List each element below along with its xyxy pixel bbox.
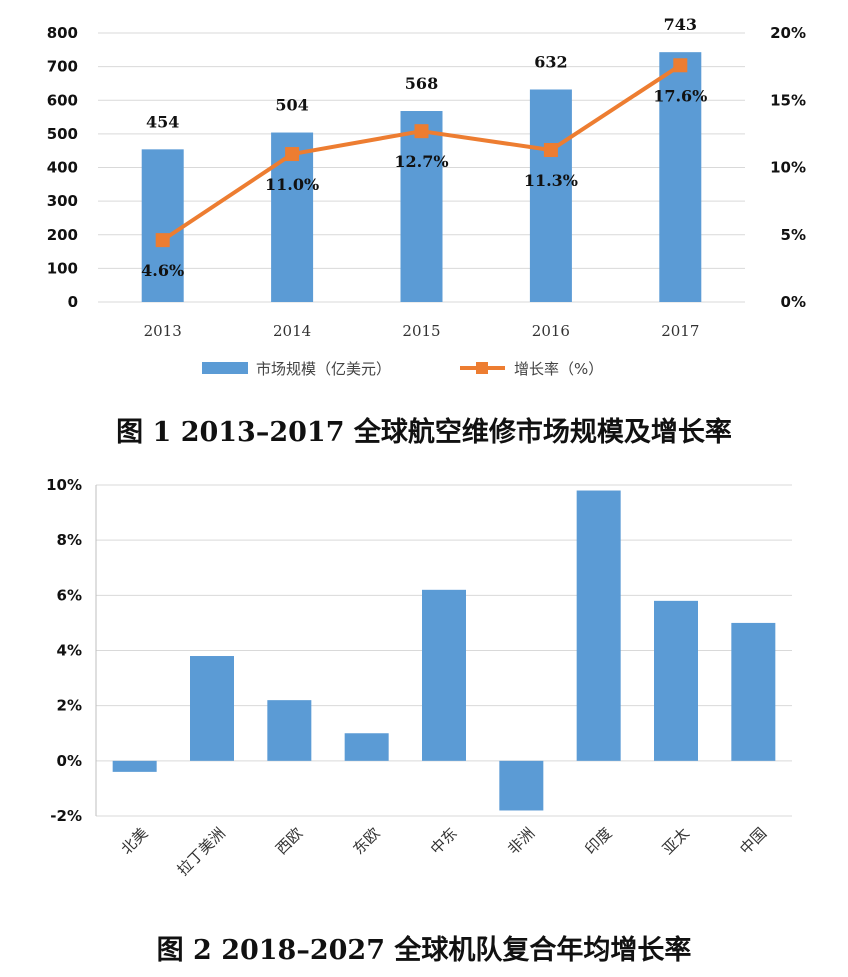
- y-tick-label: 700: [47, 58, 78, 76]
- bar: [654, 600, 698, 761]
- y-tick-label: 10%: [46, 476, 82, 494]
- legend-line-label: 增长率（%）: [514, 360, 603, 378]
- chart1-category-labels: 2013 2014 2015 2016 2017: [144, 322, 700, 340]
- legend-line-marker: [476, 362, 488, 374]
- chart2-category-labels: 北美 拉丁美洲 西欧 东欧 中东 非洲 印度 亚太 中国: [118, 824, 771, 879]
- x-tick-label: 2017: [661, 322, 699, 340]
- x-tick-label: 2016: [532, 322, 570, 340]
- chart1-right-axis-labels: 0% 5% 10% 15% 20%: [770, 24, 806, 311]
- growth-marker: [673, 58, 688, 73]
- x-tick-label: 拉丁美洲: [174, 824, 229, 879]
- growth-value-label: 11.0%: [265, 175, 319, 194]
- bar: [659, 52, 702, 303]
- figure-2-caption: 图 2 2018–2027 全球机队复合年均增长率: [156, 935, 692, 966]
- x-tick-label: 中东: [427, 824, 461, 858]
- y-tick-label: 400: [47, 159, 78, 177]
- bar: [267, 700, 312, 761]
- y-tick-label: -2%: [50, 807, 82, 825]
- x-tick-label: 2013: [144, 322, 182, 340]
- legend-bar-label: 市场规模（亿美元）: [256, 360, 391, 378]
- y-tick-label: 100: [47, 259, 78, 277]
- bar: [422, 589, 466, 761]
- growth-value-label: 4.6%: [141, 261, 184, 280]
- bar: [731, 622, 776, 761]
- bar: [499, 760, 544, 811]
- growth-marker: [155, 233, 170, 248]
- y-tick-label: 8%: [57, 531, 82, 549]
- y-tick-label: 2%: [57, 697, 82, 715]
- growth-value-label: 17.6%: [653, 86, 707, 105]
- y-tick-label: 600: [47, 91, 78, 109]
- chart2-y-axis-labels: -2% 0% 2% 4% 6% 8% 10%: [46, 476, 82, 825]
- growth-value-label: 11.3%: [524, 171, 578, 190]
- x-tick-label: 北美: [118, 824, 152, 858]
- bar: [344, 733, 389, 761]
- x-tick-label: 中国: [736, 824, 770, 858]
- bar: [576, 490, 621, 761]
- bar: [529, 89, 572, 303]
- chart1-data-labels: 454 504 568 632 743 4.6% 11.0% 12.7% 11.3% 17.6%: [141, 15, 707, 280]
- chart2-bars: [112, 490, 776, 811]
- y2-tick-label: 10%: [770, 159, 806, 177]
- bar: [112, 760, 157, 772]
- x-tick-label: 非洲: [504, 824, 538, 858]
- y-tick-label: 4%: [57, 642, 82, 660]
- chart1-bars: [141, 52, 702, 303]
- chart1-growth-line: [155, 58, 688, 248]
- bar: [400, 111, 443, 302]
- y-tick-label: 800: [47, 24, 78, 42]
- bar-value-label: 568: [405, 74, 438, 93]
- figure-1-caption: 图 1 2013–2017 全球航空维修市场规模及增长率: [116, 417, 732, 448]
- y-tick-label: 0: [68, 293, 78, 311]
- growth-marker: [543, 143, 558, 158]
- growth-marker: [285, 147, 300, 162]
- y2-tick-label: 0%: [781, 293, 806, 311]
- chart1-left-axis-labels: 0 100 200 300 400 500 600 700 800: [47, 24, 78, 311]
- growth-value-label: 12.7%: [394, 152, 448, 171]
- x-tick-label: 东欧: [350, 824, 384, 858]
- bar-value-label: 632: [534, 52, 567, 71]
- fleet-growth-chart: -2% 0% 2% 4% 6% 8% 10% 北美 拉丁美洲 西欧 东欧 中东 非洲 印度 亚太 中国: [46, 476, 792, 879]
- x-tick-label: 西欧: [272, 824, 306, 858]
- x-tick-label: 2014: [273, 322, 311, 340]
- y-tick-label: 0%: [57, 752, 82, 770]
- y-tick-label: 6%: [57, 586, 82, 604]
- x-tick-label: 2015: [402, 322, 440, 340]
- bar: [141, 149, 184, 302]
- y-tick-label: 200: [47, 226, 78, 244]
- legend-bar-swatch: [202, 362, 248, 374]
- y-tick-label: 500: [47, 125, 78, 143]
- y2-tick-label: 15%: [770, 91, 806, 109]
- x-tick-label: 印度: [582, 824, 616, 858]
- bar-value-label: 454: [146, 112, 179, 131]
- y2-tick-label: 20%: [770, 24, 806, 42]
- y-tick-label: 300: [47, 192, 78, 210]
- bar-value-label: 743: [664, 15, 697, 34]
- x-tick-label: 亚太: [659, 824, 693, 858]
- y2-tick-label: 5%: [781, 226, 806, 244]
- chart1-legend: 市场规模（亿美元） 增长率（%）: [202, 360, 603, 378]
- bar: [190, 656, 234, 761]
- growth-marker: [414, 124, 429, 139]
- bar-value-label: 504: [275, 96, 308, 115]
